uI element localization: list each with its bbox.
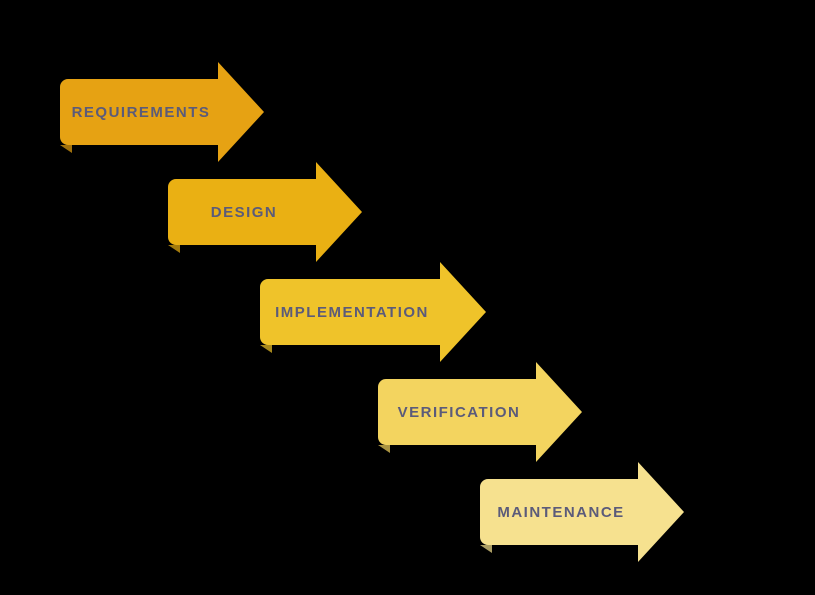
step-design: DESIGN: [168, 162, 362, 262]
step-verification: VERIFICATION: [378, 362, 582, 462]
arrow-head-icon: [218, 62, 264, 162]
step-implementation: IMPLEMENTATION: [260, 262, 486, 362]
arrow-body: DESIGN: [168, 179, 316, 245]
step-label: IMPLEMENTATION: [275, 304, 429, 321]
arrow-body: MAINTENANCE: [480, 479, 638, 545]
step-maintenance: MAINTENANCE: [480, 462, 684, 562]
arrow-body: REQUIREMENTS: [60, 79, 218, 145]
step-label: DESIGN: [211, 204, 278, 221]
step-label: REQUIREMENTS: [72, 104, 211, 121]
arrow-body: IMPLEMENTATION: [260, 279, 440, 345]
arrow-head-icon: [638, 462, 684, 562]
arrow-head-icon: [440, 262, 486, 362]
waterfall-diagram: REQUIREMENTS DESIGN IMPLEMENTATION VERIF…: [0, 0, 815, 595]
arrow-head-icon: [316, 162, 362, 262]
step-label: VERIFICATION: [398, 404, 521, 421]
arrow-body: VERIFICATION: [378, 379, 536, 445]
step-label: MAINTENANCE: [497, 504, 624, 521]
arrow-head-icon: [536, 362, 582, 462]
step-requirements: REQUIREMENTS: [60, 62, 264, 162]
